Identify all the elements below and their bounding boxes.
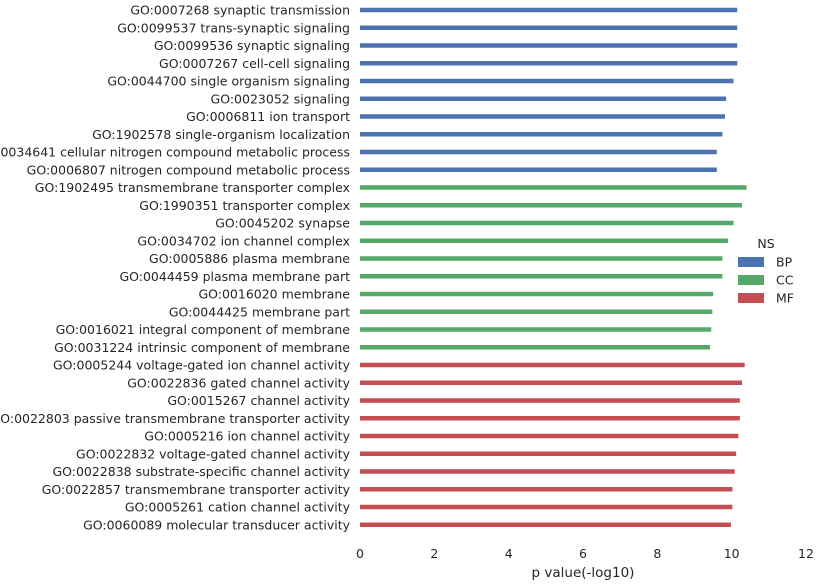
bar-cc — [360, 238, 728, 243]
legend-label-cc: CC — [776, 273, 794, 288]
bar-mf — [360, 380, 743, 385]
category-label: GO:0006811 ion transport — [186, 109, 350, 124]
bar-bp — [360, 167, 717, 172]
bar-bp — [360, 43, 738, 48]
category-label: GO:0016021 integral component of membran… — [56, 322, 351, 337]
category-label: GO:0005261 cation channel activity — [125, 500, 351, 515]
bar-mf — [360, 487, 733, 492]
bar-cc — [360, 291, 714, 297]
bar-bp — [360, 78, 734, 84]
category-label: GO:0045202 synapse — [215, 216, 350, 231]
category-label: GO:0022857 transmembrane transporter act… — [42, 482, 351, 497]
category-label: GO:0022832 voltage-gated channel activit… — [76, 446, 351, 461]
bar-mf — [360, 398, 740, 403]
x-tick-label: 2 — [430, 546, 438, 561]
category-label: GO:0006807 nitrogen compound metabolic p… — [27, 162, 350, 177]
bar-cc — [360, 309, 713, 314]
x-tick-label: 12 — [798, 546, 814, 561]
bar-bp — [360, 61, 738, 66]
category-label: GO:0005886 plasma membrane — [149, 251, 350, 266]
bar-cc — [360, 274, 723, 279]
bar-cc — [360, 327, 712, 332]
category-label: GO:0015267 channel activity — [167, 393, 350, 408]
bar-mf — [360, 504, 733, 510]
bar-mf — [360, 416, 740, 421]
bar-bp — [360, 25, 738, 30]
x-axis-ticks: 0 2 4 6 8 10 12 — [356, 546, 814, 561]
bar-bp — [360, 96, 727, 101]
category-label: GO:0022803 passive transmembrane transpo… — [0, 411, 351, 426]
category-label: GO:1902495 transmembrane transporter com… — [35, 180, 350, 195]
bar-cc — [360, 185, 747, 190]
category-label: GO:0022836 gated channel activity — [127, 375, 350, 390]
legend: NS BP CC MF — [738, 236, 794, 306]
x-tick-label: 6 — [579, 546, 587, 561]
category-label: GO:0016020 membrane — [198, 287, 350, 302]
category-label: GO:0099536 synaptic signaling — [154, 38, 350, 53]
x-tick-label: 0 — [356, 546, 364, 561]
x-tick-label: 8 — [653, 546, 661, 561]
category-label: GO:0007268 synaptic transmission — [130, 3, 350, 18]
category-label: GO:0007267 cell-cell signaling — [159, 56, 350, 71]
x-tick-label: 4 — [505, 546, 513, 561]
bar-mf — [360, 522, 731, 527]
category-label: GO:0034641 cellular nitrogen compound me… — [0, 145, 350, 160]
category-label: GO:0022838 substrate-specific channel ac… — [52, 464, 350, 479]
legend-label-mf: MF — [776, 291, 794, 306]
category-label: GO:0099537 trans-synaptic signaling — [117, 20, 350, 35]
category-label: GO:0044425 membrane part — [169, 304, 350, 319]
bars-layer — [360, 7, 747, 527]
category-label: GO:0031224 intrinsic component of membra… — [54, 340, 350, 355]
bar-bp — [360, 7, 738, 13]
bar-mf — [360, 469, 735, 474]
bar-cc — [360, 256, 723, 261]
bar-cc — [360, 203, 743, 208]
x-axis-label: p value(-log10) — [532, 565, 635, 581]
bar-mf — [360, 433, 739, 439]
legend-title: NS — [757, 236, 774, 251]
x-tick-label: 10 — [724, 546, 740, 561]
bar-cc — [360, 220, 734, 226]
category-label: GO:0044459 plasma membrane part — [119, 269, 350, 284]
category-label: GO:0023052 signaling — [211, 91, 350, 106]
category-label: GO:0034702 ion channel complex — [137, 233, 350, 248]
category-label: GO:1990351 transporter complex — [139, 198, 350, 213]
category-label: GO:0044700 single organism signaling — [107, 74, 350, 89]
legend-swatch-cc — [738, 275, 764, 285]
category-label: GO:0005216 ion channel activity — [144, 429, 350, 444]
bar-cc — [360, 345, 711, 350]
category-label: GO:0005244 voltage-gated ion channel act… — [53, 358, 351, 373]
bar-bp — [360, 132, 723, 137]
legend-swatch-bp — [738, 257, 764, 267]
bar-bp — [360, 114, 725, 119]
bar-bp — [360, 149, 717, 155]
category-label: GO:1902578 single-organism localization — [92, 127, 350, 142]
legend-swatch-mf — [738, 293, 764, 303]
bar-mf — [360, 451, 737, 456]
legend-label-bp: BP — [776, 255, 793, 270]
category-labels: GO:0007268 synaptic transmission GO:00995… — [0, 3, 351, 533]
category-label: GO:0060089 molecular transducer activity — [83, 517, 351, 532]
bar-mf — [360, 362, 745, 368]
